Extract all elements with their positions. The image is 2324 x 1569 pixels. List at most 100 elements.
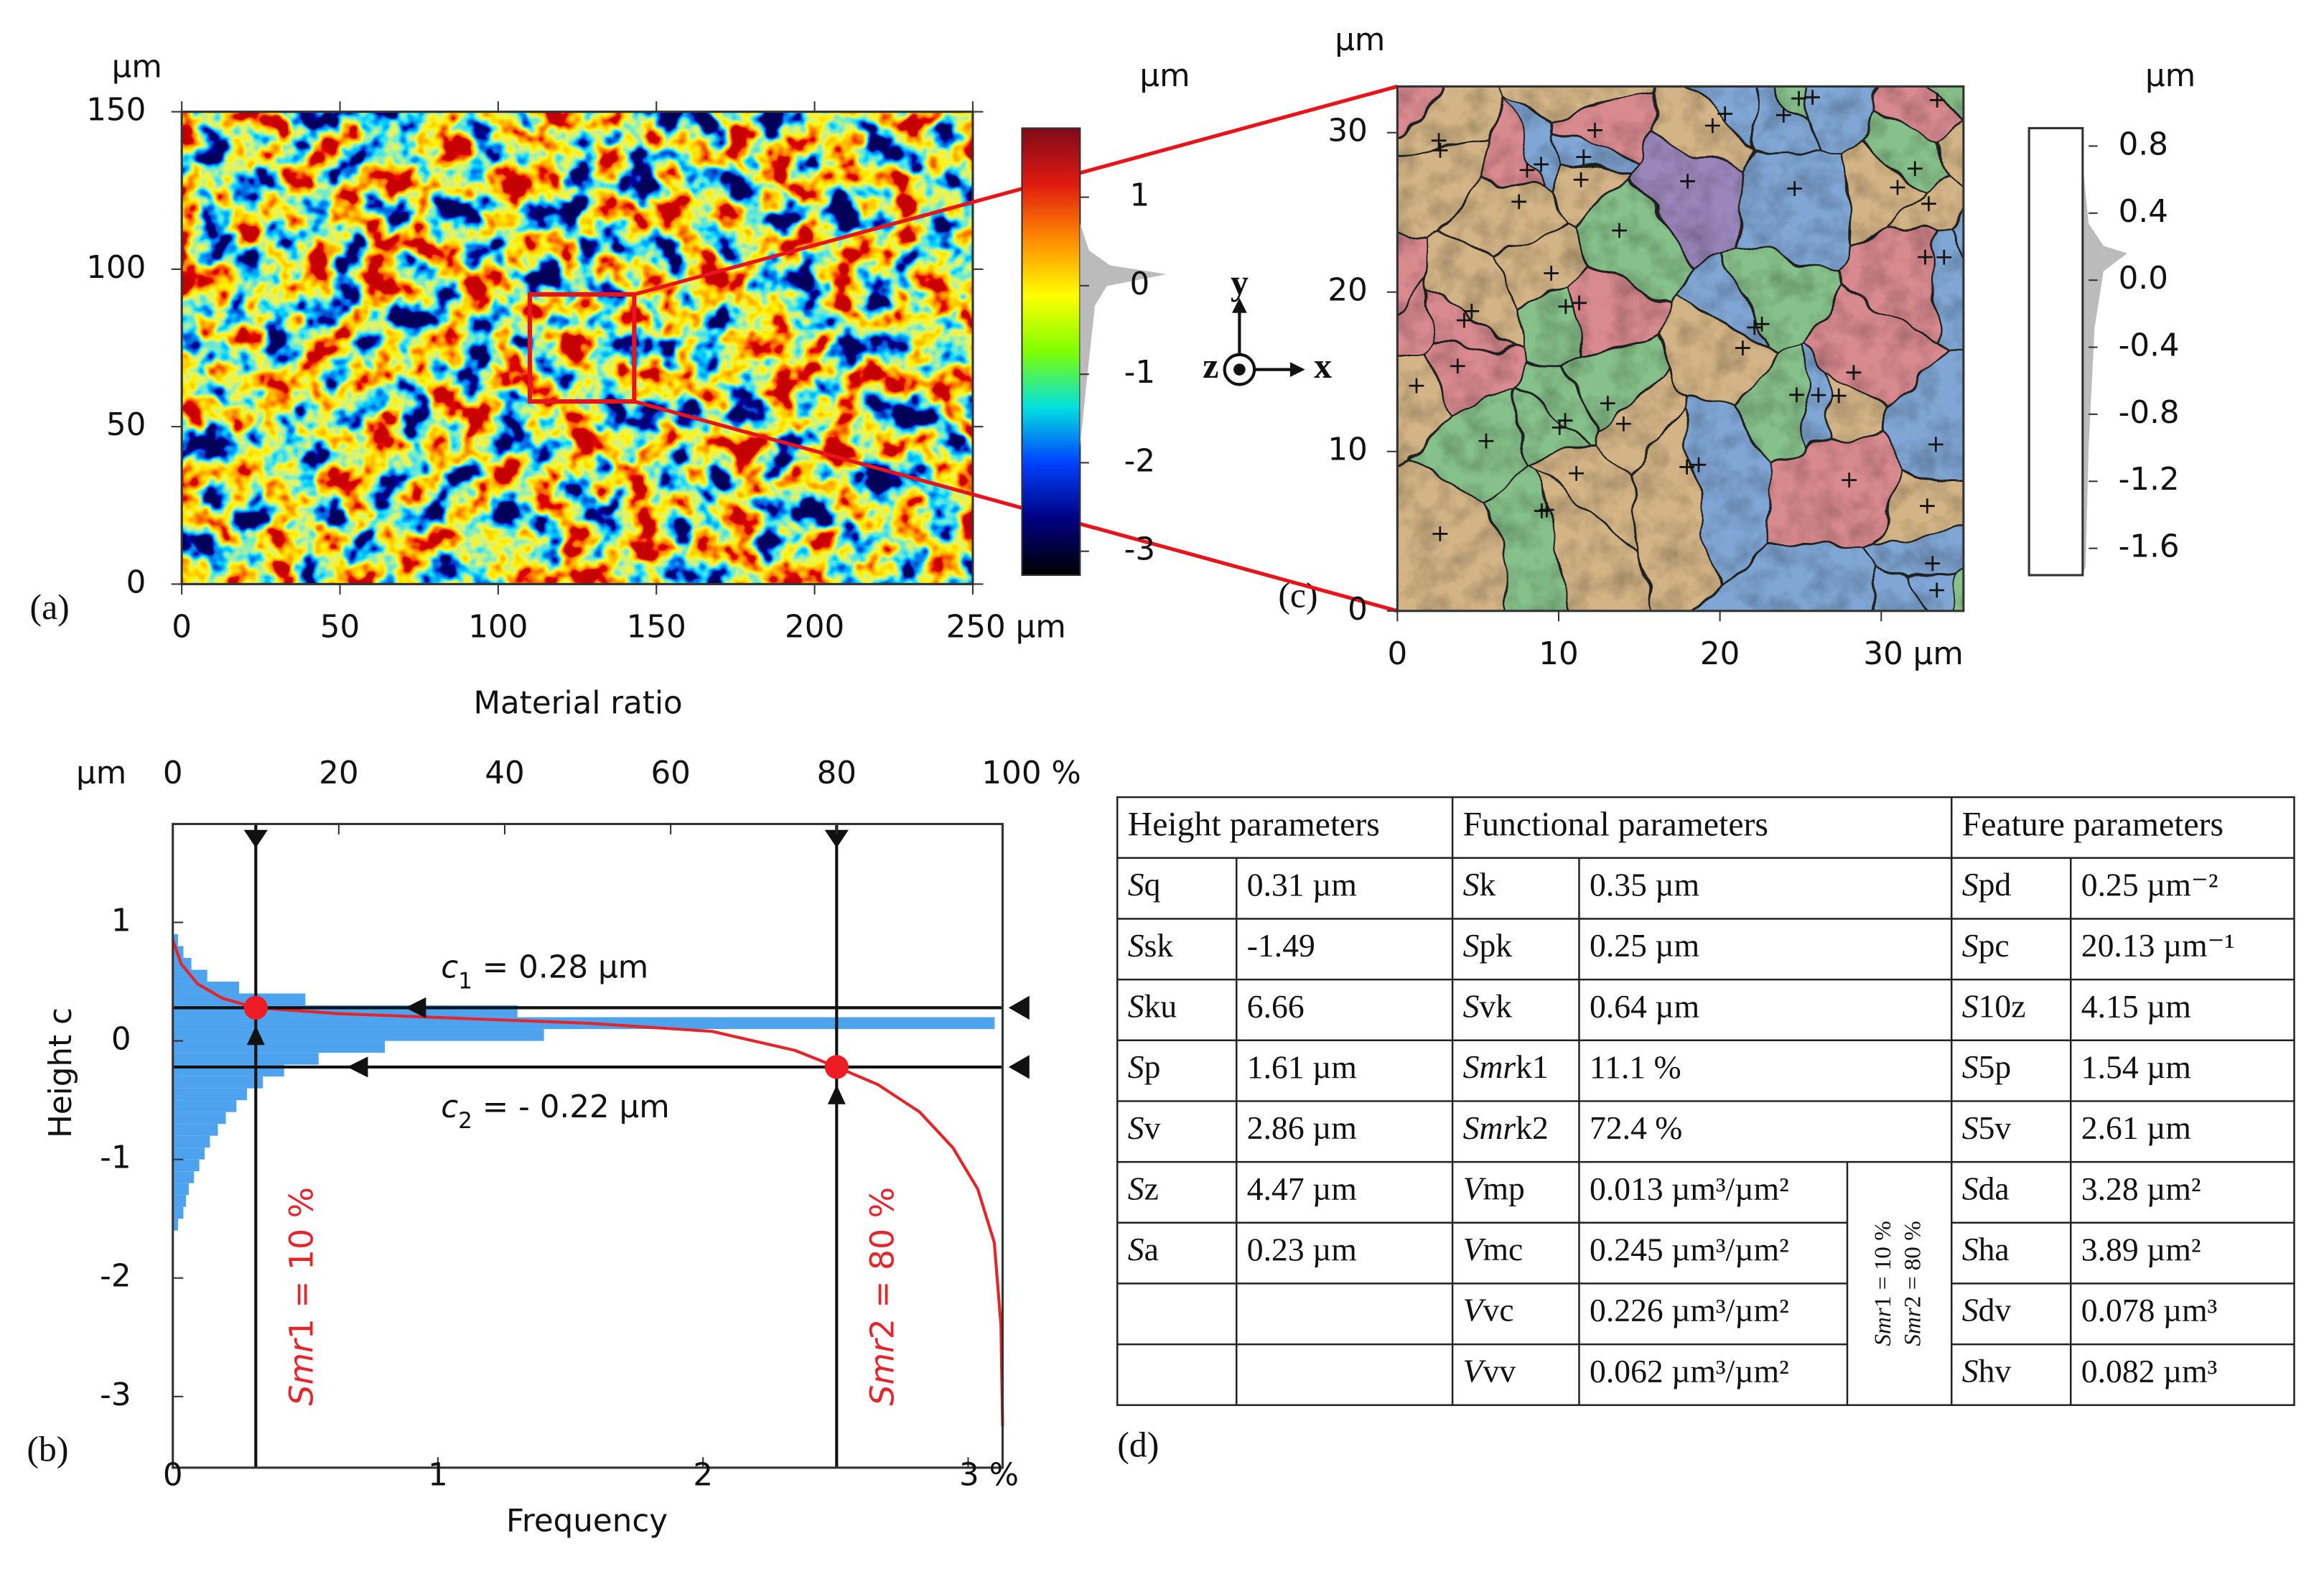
segment-peak (1464, 303, 1480, 319)
histogram-bar (172, 1206, 184, 1219)
x-tick-label: 200 (785, 610, 844, 646)
text-part: 1 = 10 % (1869, 1221, 1895, 1308)
y-tick-label: 20 (1327, 273, 1367, 309)
segment-peak (1616, 416, 1631, 432)
parameter-name: Svk (1463, 988, 1513, 1025)
arrowhead (405, 997, 426, 1018)
text-part: Smr (282, 1337, 320, 1405)
segment-peak (1431, 133, 1447, 149)
histogram-bar (172, 1183, 189, 1196)
segment-peak (1551, 420, 1567, 435)
segment-peak (1775, 107, 1791, 123)
segment-peak (1573, 172, 1589, 187)
parameter-name: Vmp (1463, 1170, 1525, 1207)
y-tick-label: -2 (100, 1259, 131, 1295)
parameter-value: 2.61 µm (2081, 1109, 2191, 1146)
segment-peak (1925, 556, 1941, 572)
ratio-label: Smr2 = 80 % (863, 1187, 901, 1405)
text-part: p (1144, 1049, 1161, 1086)
text-part: k1 (1516, 1049, 1549, 1086)
gizmo-arrowhead (1232, 298, 1305, 377)
segment-peak (1811, 387, 1826, 403)
text-part: V (1463, 1292, 1487, 1328)
segment-peak (1919, 498, 1935, 514)
x2-tick-label: 100 % (981, 755, 1081, 791)
panel-label: (a) (30, 587, 70, 627)
y-tick-label: 50 (106, 407, 146, 443)
zoom-box (527, 292, 637, 404)
parameter-name: Sdv (1962, 1292, 2012, 1328)
segment-peak (1846, 365, 1862, 381)
text-part: mc (1483, 1232, 1523, 1268)
text-part: mp (1483, 1170, 1525, 1207)
parameter-name: Vvv (1463, 1353, 1516, 1389)
segment-peak (1539, 502, 1554, 518)
text-part: q (1144, 867, 1161, 903)
histogram-bar (172, 1112, 226, 1125)
parameter-name: Sp (1128, 1049, 1161, 1086)
parameter-value: 2.86 µm (1247, 1109, 1357, 1146)
segment-peak (1691, 457, 1707, 472)
text-part: S (1128, 1170, 1144, 1207)
segment-peak (1929, 93, 1945, 108)
parameter-name: Sk (1463, 867, 1496, 903)
colorbar-tick-label: -3 (1124, 532, 1155, 568)
x-tick-label: 1 (428, 1457, 448, 1493)
text-part: V (1463, 1353, 1487, 1389)
parameter-name: Smrk1 (1463, 1049, 1549, 1086)
zoom-line (633, 84, 1399, 297)
text-part: S (1128, 1109, 1144, 1146)
segment-peak (1936, 249, 1952, 265)
x-tick-label: 250 µm (946, 610, 1066, 646)
parameter-name: Sda (1962, 1170, 2010, 1207)
parameter-value: 3.89 µm² (2081, 1232, 2201, 1268)
segment-peak (1735, 340, 1750, 356)
text-part: S (1128, 927, 1144, 964)
text-part: S (1463, 988, 1480, 1025)
histogram-bar (172, 1135, 210, 1148)
histogram-bar (172, 1029, 544, 1041)
segment-peak (1921, 196, 1936, 212)
text-part: k2 (1516, 1109, 1549, 1146)
parameter-value: 20.13 µm⁻¹ (2081, 927, 2235, 964)
segment-peak (1747, 320, 1763, 335)
x2-tick-label: 20 (319, 755, 358, 791)
x-tick-label: 50 (320, 610, 360, 646)
parameter-value: -1.49 (1247, 927, 1315, 964)
histogram-bar (172, 934, 179, 946)
x-tick-label: 100 (468, 610, 528, 646)
parameter-name: Sz (1128, 1170, 1159, 1207)
parameter-value: 1.61 µm (1247, 1049, 1357, 1086)
y-tick-label: 0 (1348, 592, 1368, 628)
histogram-bar (172, 1147, 205, 1160)
y-unit: µm (76, 755, 126, 791)
threshold-marker (1008, 1055, 1030, 1079)
annotation: c1 = 0.28 µm (441, 949, 648, 994)
text-part: V (1463, 1170, 1487, 1207)
parameter-value: 0.23 µm (1247, 1232, 1357, 1268)
y-unit: µm (112, 49, 162, 85)
y-tick-label: 150 (86, 93, 146, 129)
plot-frame (180, 111, 974, 585)
text-part: S (1962, 927, 1979, 964)
colorbar-tick-label: -0.4 (2119, 328, 2180, 364)
colorbar-tick-label: 0 (1130, 266, 1150, 302)
ratio-point (824, 1055, 849, 1079)
segment-peak (1907, 161, 1923, 177)
threshold-marker (1008, 995, 1030, 1020)
parameter-name: Spd (1962, 867, 2012, 903)
x-tick-label: 0 (1387, 636, 1407, 672)
text-part: S (1463, 867, 1480, 903)
text-part: S (1128, 988, 1144, 1025)
text-part: Smr (1899, 1307, 1926, 1346)
y-tick-label: 100 (86, 250, 146, 286)
segment-peak (1842, 472, 1857, 488)
parameter-name: Sa (1128, 1232, 1159, 1268)
text-part: Smr (1463, 1109, 1516, 1146)
ratio-marker (243, 829, 268, 848)
text-part: ha (1979, 1232, 2010, 1268)
height-map (182, 111, 973, 585)
parameter-value: 0.25 µm⁻² (2081, 867, 2218, 903)
text-part: vk (1479, 988, 1512, 1025)
histogram-bar (172, 1159, 200, 1172)
